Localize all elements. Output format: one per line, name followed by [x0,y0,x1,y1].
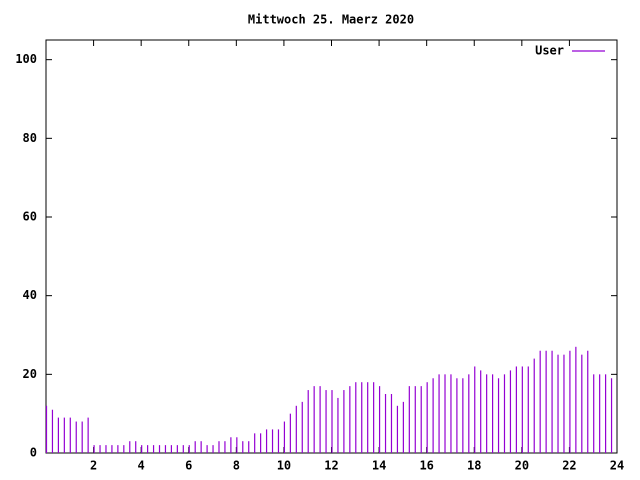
x-tick-label: 12 [324,459,338,473]
x-tick-label: 6 [185,459,192,473]
x-tick-label: 10 [277,459,291,473]
x-tick-label: 20 [515,459,529,473]
x-tick-label: 18 [467,459,481,473]
y-tick-label: 20 [23,367,37,381]
x-tick-label: 14 [372,459,386,473]
x-tick-label: 8 [233,459,240,473]
y-tick-label: 100 [15,52,37,66]
x-tick-label: 4 [138,459,145,473]
chart-title: Mittwoch 25. Maerz 2020 [248,13,414,27]
x-tick-label: 16 [419,459,433,473]
y-tick-label: 40 [23,288,37,302]
y-tick-label: 60 [23,210,37,224]
x-tick-label: 22 [562,459,576,473]
legend-label: User [535,44,564,58]
x-tick-label: 2 [90,459,97,473]
y-tick-label: 80 [23,131,37,145]
y-tick-label: 0 [30,446,37,460]
x-tick-label: 24 [610,459,624,473]
